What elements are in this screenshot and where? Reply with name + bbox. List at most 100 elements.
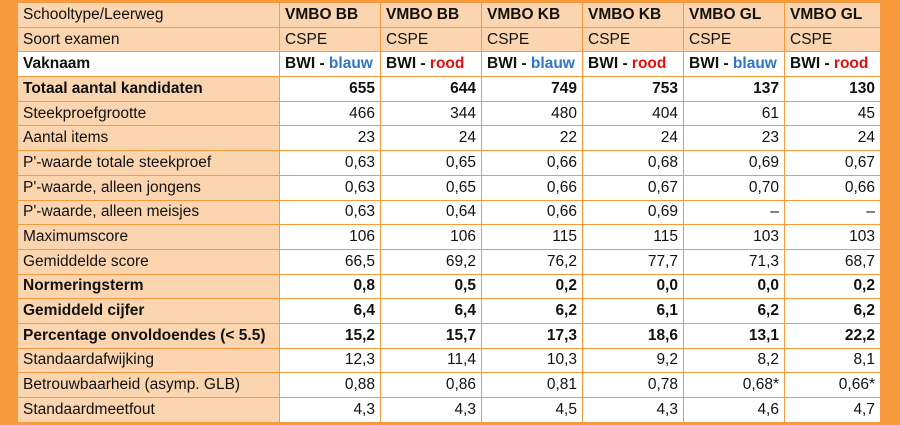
value-cell: 0,86 [380,372,482,398]
row-label: Standaardmeetfout [17,397,280,423]
value-cell: 4,3 [582,397,684,423]
subject-prefix: BWI [689,55,720,73]
value-cell: 115 [582,224,684,250]
value-cell: 4,3 [279,397,381,423]
value-cell: 66,5 [279,248,381,275]
value-cell: 137 [683,76,785,102]
exam-type-cell: CSPE [481,26,583,53]
value-cell: – [784,199,881,226]
value-cell: 9,2 [582,347,684,374]
subject-separator: - [820,55,834,73]
subject-variant: blauw [530,55,575,73]
value-cell: 0,66 [481,150,583,176]
value-cell: 466 [279,100,381,127]
table-row: Steekproefgrootte 466 344 480 404 61 45 [17,100,881,127]
header-label: Schooltype/Leerweg [17,2,280,28]
value-cell: 11,4 [380,347,482,374]
value-cell: 0,67 [784,150,881,176]
value-cell: 61 [683,100,785,127]
value-cell: 0,67 [582,174,684,201]
header-row: Schooltype/Leerweg VMBO BB VMBO BB VMBO … [17,2,881,28]
value-cell: 22 [481,125,583,152]
value-cell: 0,64 [380,199,482,226]
subject-prefix: BWI [386,55,417,73]
subject-separator: - [517,55,531,73]
table-row: Aantal items 23 24 22 24 23 24 [17,125,881,152]
value-cell: 77,7 [582,248,684,275]
subject-cell: BWI - blauw [279,51,381,78]
subject-separator: - [315,55,329,73]
value-cell: 68,7 [784,248,881,275]
value-cell: 0,69 [582,199,684,226]
row-label: Maximumscore [17,224,280,250]
value-cell: 0,68* [683,372,785,398]
subject-variant: blauw [328,55,373,73]
value-cell: 13,1 [683,322,785,349]
exam-type-cell: CSPE [279,26,381,53]
column-header: VMBO BB [380,2,482,28]
column-header: VMBO GL [784,2,881,28]
table-row: Gemiddeld cijfer 6,4 6,4 6,2 6,1 6,2 6,2 [17,298,881,324]
row-label: Steekproefgrootte [17,100,280,127]
value-cell: 0,88 [279,372,381,398]
table-row: Totaal aantal kandidaten 655 644 749 753 137 1… [17,76,881,102]
value-cell: 23 [683,125,785,152]
subject-prefix: BWI [790,55,821,73]
value-cell: 655 [279,76,381,102]
value-cell: 0,65 [380,150,482,176]
value-cell: 6,2 [683,298,785,324]
value-cell: 0,0 [683,273,785,300]
value-cell: 0,68 [582,150,684,176]
value-cell: 71,3 [683,248,785,275]
value-cell: 6,2 [784,298,881,324]
subject-separator: - [618,55,632,73]
value-cell: 22,2 [784,322,881,349]
row-label: P'-waarde, alleen meisjes [17,199,280,226]
subject-prefix: BWI [588,55,619,73]
row-label: Normeringsterm [17,273,280,300]
subject-cell: BWI - rood [380,51,482,78]
value-cell: 103 [683,224,785,250]
value-cell: 10,3 [481,347,583,374]
table-row: Standaardmeetfout 4,3 4,3 4,5 4,3 4,6 4,7 [17,397,881,423]
value-cell: 0,78 [582,372,684,398]
subject-prefix: BWI [487,55,518,73]
value-cell: 0,81 [481,372,583,398]
subject-cell: BWI - blauw [481,51,583,78]
value-cell: 404 [582,100,684,127]
subject-label: Vaknaam [17,51,280,78]
subject-cell: BWI - rood [582,51,684,78]
value-cell: 0,69 [683,150,785,176]
value-cell: 644 [380,76,482,102]
subject-cell: BWI - rood [784,51,881,78]
value-cell: 6,2 [481,298,583,324]
table-row: Standaardafwijking 12,3 11,4 10,3 9,2 8,2 8,1 [17,347,881,374]
subject-cell: BWI - blauw [683,51,785,78]
exam-type-cell: CSPE [683,26,785,53]
column-header: VMBO BB [279,2,381,28]
value-cell: 344 [380,100,482,127]
exam-statistics-table: Schooltype/Leerweg VMBO BB VMBO BB VMBO … [17,2,881,423]
value-cell: 0,2 [784,273,881,300]
value-cell: 24 [784,125,881,152]
value-cell: 17,3 [481,322,583,349]
value-cell: 115 [481,224,583,250]
value-cell: 0,0 [582,273,684,300]
value-cell: 103 [784,224,881,250]
value-cell: 0,2 [481,273,583,300]
value-cell: 18,6 [582,322,684,349]
exam-type-cell: CSPE [784,26,881,53]
value-cell: 6,4 [279,298,381,324]
table-row: P'-waarde, alleen meisjes 0,63 0,64 0,66 0,6… [17,199,881,226]
column-header: VMBO KB [582,2,684,28]
value-cell: 6,1 [582,298,684,324]
value-cell: 24 [582,125,684,152]
exam-type-cell: CSPE [582,26,684,53]
value-cell: 749 [481,76,583,102]
table-row: Maximumscore 106 106 115 115 103 103 [17,224,881,250]
value-cell: 0,66 [481,174,583,201]
row-label: Standaardafwijking [17,347,280,374]
subject-prefix: BWI [285,55,316,73]
table-body: Schooltype/Leerweg VMBO BB VMBO BB VMBO … [17,2,881,423]
value-cell: 4,7 [784,397,881,423]
